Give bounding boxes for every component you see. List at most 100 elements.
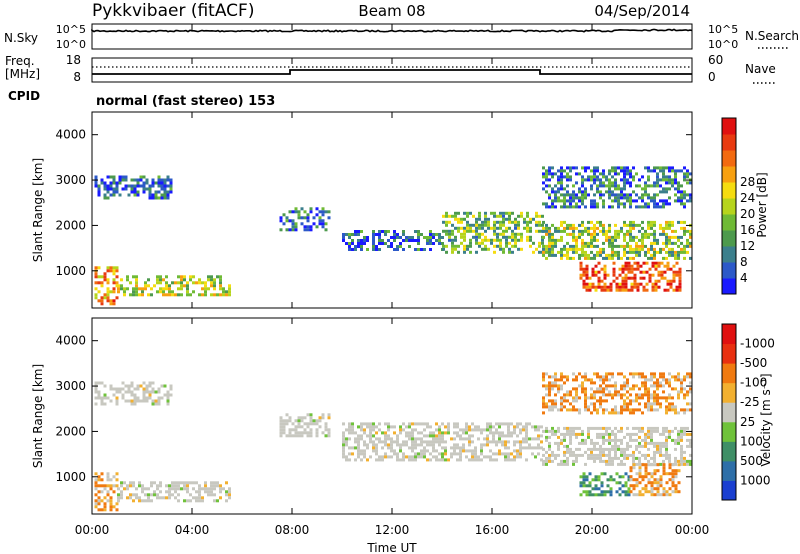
data-cell bbox=[157, 402, 161, 406]
data-cell bbox=[225, 490, 228, 494]
data-cell bbox=[219, 496, 222, 500]
data-cell bbox=[641, 199, 644, 203]
data-cell bbox=[438, 239, 441, 242]
data-cell bbox=[647, 166, 650, 170]
data-cell bbox=[599, 193, 602, 197]
data-cell bbox=[623, 172, 626, 176]
data-cell bbox=[683, 426, 686, 430]
data-cell bbox=[554, 193, 557, 197]
data-cell bbox=[411, 434, 414, 438]
data-cell bbox=[138, 293, 141, 297]
data-cell bbox=[522, 425, 525, 429]
data-cell bbox=[587, 378, 590, 382]
data-cell bbox=[478, 232, 481, 236]
data-cell bbox=[174, 481, 177, 485]
data-cell bbox=[551, 199, 554, 203]
data-cell bbox=[163, 193, 167, 197]
data-cell bbox=[672, 276, 676, 280]
data-cell bbox=[117, 496, 120, 500]
data-cell bbox=[156, 496, 159, 500]
data-cell bbox=[665, 232, 668, 236]
data-cell bbox=[438, 443, 441, 447]
data-cell bbox=[647, 205, 650, 209]
data-cell bbox=[657, 273, 661, 277]
data-cell bbox=[551, 250, 554, 254]
data-cell bbox=[629, 172, 632, 176]
data-cell bbox=[653, 223, 656, 227]
data-cell bbox=[551, 432, 554, 436]
data-cell bbox=[650, 199, 653, 203]
data-cell bbox=[656, 399, 659, 403]
data-cell bbox=[195, 281, 198, 285]
data-cell bbox=[593, 166, 596, 170]
data-cell bbox=[177, 281, 180, 285]
data-cell bbox=[572, 459, 575, 463]
data-cell bbox=[174, 496, 177, 500]
data-cell bbox=[294, 222, 298, 226]
data-cell bbox=[228, 287, 231, 291]
data-cell bbox=[321, 207, 325, 211]
data-cell bbox=[686, 175, 689, 179]
data-cell bbox=[375, 449, 378, 453]
data-cell bbox=[432, 431, 435, 435]
data-cell bbox=[590, 438, 593, 442]
data-cell bbox=[399, 242, 402, 245]
data-cell bbox=[109, 399, 113, 403]
data-cell bbox=[626, 178, 629, 182]
data-cell bbox=[106, 396, 110, 400]
data-cell bbox=[548, 205, 551, 209]
data-cell bbox=[560, 432, 563, 436]
data-cell bbox=[563, 253, 566, 257]
data-cell bbox=[384, 443, 387, 447]
data-cell bbox=[656, 444, 659, 448]
data-cell bbox=[635, 253, 638, 257]
data-cell bbox=[306, 216, 310, 220]
data-cell bbox=[638, 450, 641, 454]
data-cell bbox=[671, 241, 674, 245]
data-cell bbox=[677, 372, 680, 376]
data-cell bbox=[435, 434, 438, 438]
data-cell bbox=[535, 214, 538, 218]
data-cell bbox=[213, 487, 216, 491]
data-cell bbox=[103, 502, 107, 506]
data-cell bbox=[680, 220, 683, 224]
data-cell bbox=[132, 275, 135, 279]
data-cell bbox=[106, 293, 110, 297]
data-cell bbox=[656, 408, 659, 412]
data-cell bbox=[282, 213, 286, 217]
data-cell bbox=[597, 282, 601, 286]
data-cell bbox=[620, 462, 623, 466]
data-cell bbox=[496, 226, 499, 230]
data-cell bbox=[378, 422, 381, 426]
data-cell bbox=[614, 232, 617, 236]
data-cell bbox=[686, 199, 689, 203]
data-cell bbox=[602, 393, 605, 397]
data-cell bbox=[448, 214, 451, 218]
data-cell bbox=[135, 496, 138, 500]
data-cell bbox=[627, 267, 631, 271]
data-cell bbox=[581, 229, 584, 233]
data-cell bbox=[402, 440, 405, 444]
data-cell bbox=[638, 247, 641, 251]
data-cell bbox=[638, 475, 642, 479]
data-cell bbox=[545, 172, 548, 176]
data-cell bbox=[657, 264, 661, 268]
data-cell bbox=[127, 399, 131, 403]
data-cell bbox=[312, 419, 316, 423]
data-cell bbox=[163, 384, 167, 388]
data-cell bbox=[662, 493, 666, 497]
data-cell bbox=[590, 441, 593, 445]
data-cell bbox=[557, 196, 560, 200]
data-cell bbox=[318, 416, 322, 420]
data-cell bbox=[578, 372, 581, 376]
data-cell bbox=[659, 432, 662, 436]
data-cell bbox=[680, 169, 683, 173]
data-cell bbox=[599, 196, 602, 200]
data-cell bbox=[675, 270, 679, 274]
data-cell bbox=[560, 378, 563, 382]
data-cell bbox=[520, 232, 523, 236]
data-cell bbox=[626, 405, 629, 409]
data-cell bbox=[660, 261, 664, 265]
data-cell bbox=[644, 232, 647, 236]
data-cell bbox=[189, 278, 192, 282]
